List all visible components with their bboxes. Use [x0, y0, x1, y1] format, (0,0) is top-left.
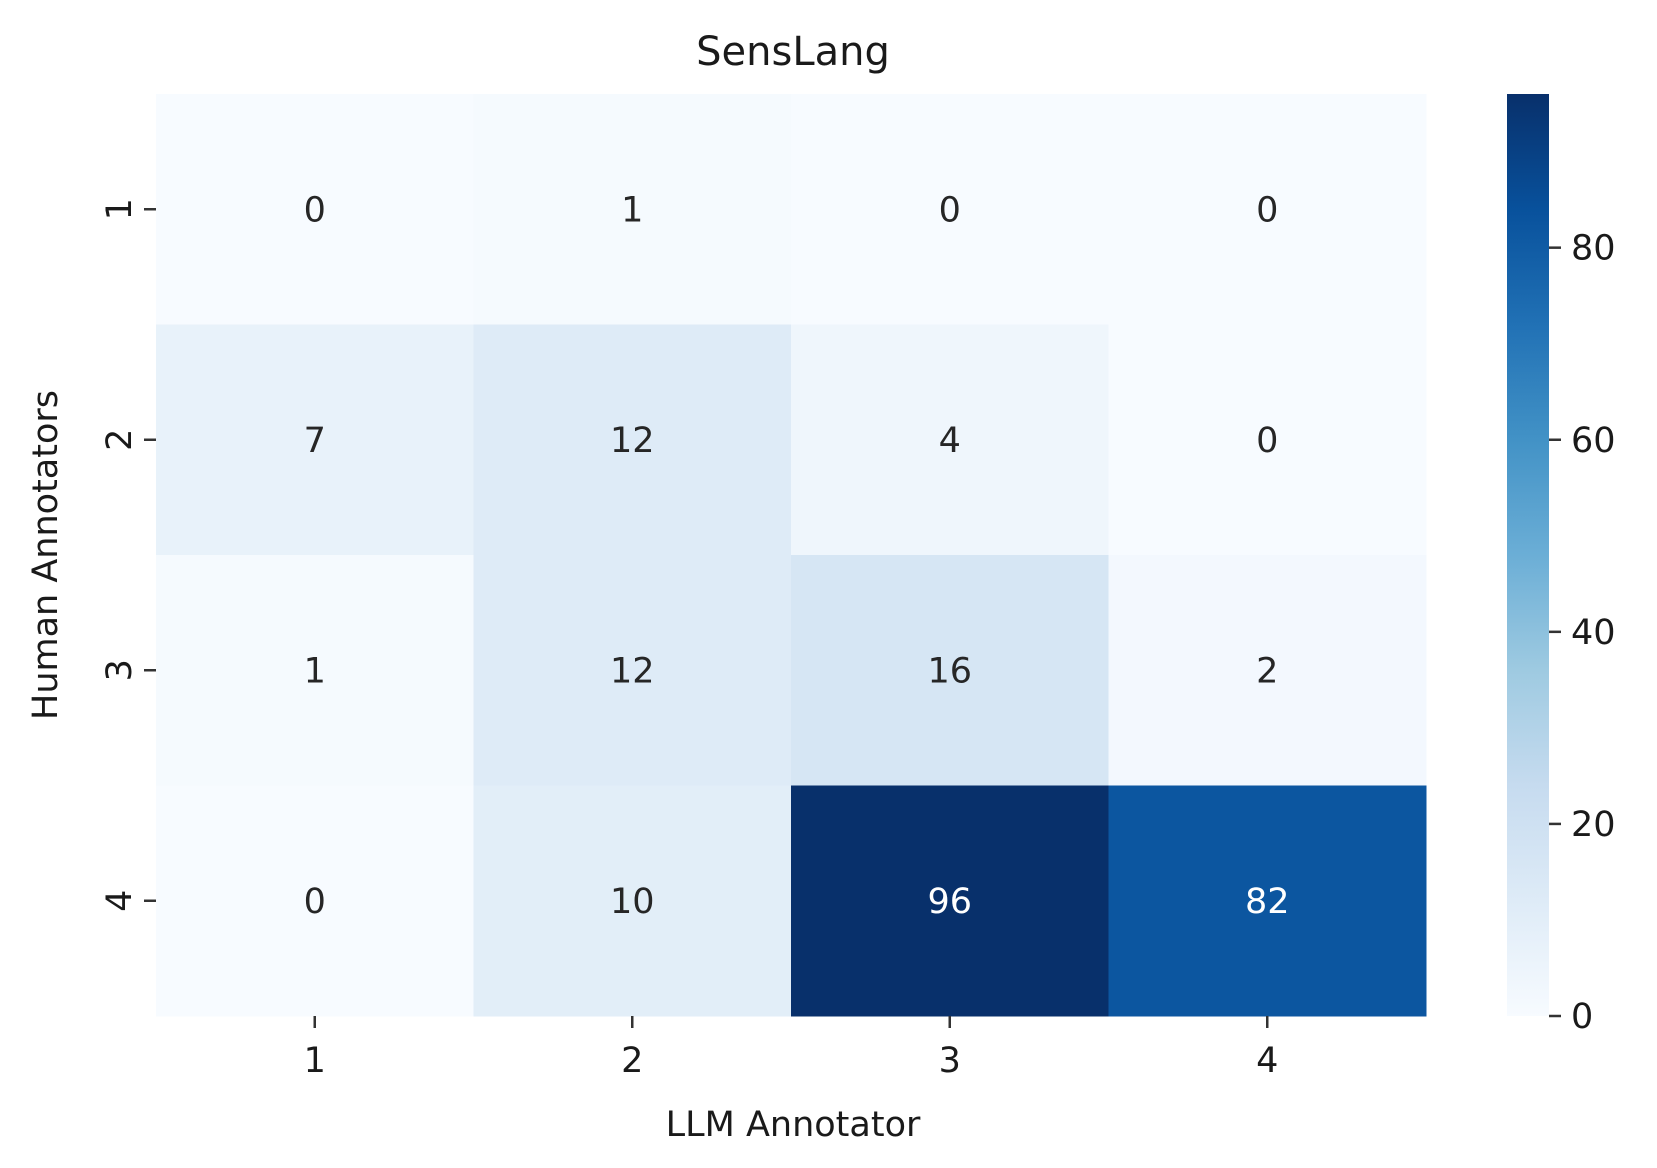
cell-label-r3-c2: 12 — [610, 651, 655, 691]
cell-label-r2-c4: 0 — [1256, 421, 1278, 461]
cell-r1-c3 — [791, 94, 1109, 325]
cell-label-r2-c2: 12 — [610, 421, 655, 461]
y-tick-label-2: 2 — [100, 429, 140, 451]
cell-label-r3-c4: 2 — [1256, 651, 1278, 691]
cell-label-r2-c1: 7 — [304, 421, 326, 461]
cell-r2-c3 — [791, 324, 1109, 556]
heatmap-cells — [156, 94, 1427, 1017]
cell-label-r1-c1: 0 — [304, 190, 326, 230]
cell-r3-c2 — [473, 555, 792, 786]
x-axis-label: LLM Annotator — [666, 1105, 921, 1145]
y-tick-label-4: 4 — [100, 890, 140, 912]
cell-r3-c3 — [791, 555, 1109, 786]
cell-label-r3-c3: 16 — [927, 651, 972, 691]
chart-title: SensLang — [696, 29, 890, 75]
colorbar-tick-label-4: 60 — [1571, 421, 1616, 461]
cell-r4-c2 — [473, 785, 792, 1017]
colorbar-tick-label-5: 80 — [1571, 229, 1616, 269]
y-axis: 1 2 3 4 — [100, 198, 156, 912]
x-tick-label-2: 2 — [621, 1041, 643, 1081]
cell-label-r3-c1: 1 — [304, 651, 326, 691]
y-tick-label-3: 3 — [100, 659, 140, 681]
cell-label-r4-c3: 96 — [927, 882, 972, 922]
cell-label-r1-c4: 0 — [1256, 190, 1278, 230]
cell-label-r4-c1: 0 — [304, 882, 326, 922]
y-axis-label: Human Annotators — [26, 390, 66, 720]
cell-label-r1-c2: 1 — [621, 190, 643, 230]
x-tick-label-4: 4 — [1256, 1041, 1278, 1081]
cell-r1-c4 — [1108, 94, 1427, 325]
cell-label-r1-c3: 0 — [939, 190, 961, 230]
cell-r4-c4 — [1108, 785, 1427, 1017]
colorbar-gradient — [1507, 94, 1549, 1016]
colorbar-ticks: 0 20 40 60 80 — [1549, 229, 1616, 1037]
cell-r3-c1 — [156, 555, 474, 786]
colorbar-tick-label-1: 0 — [1571, 997, 1593, 1037]
cell-r2-c2 — [473, 324, 792, 556]
cell-r3-c4 — [1108, 555, 1427, 786]
cell-r4-c1 — [156, 785, 474, 1017]
heatmap-cell-labels: 0 1 0 07 12 4 01 12 16 20 10 96 82 — [304, 190, 1290, 922]
x-tick-label-3: 3 — [939, 1041, 961, 1081]
cell-r2-c4 — [1108, 324, 1427, 556]
cell-r1-c1 — [156, 94, 474, 325]
colorbar-tick-label-2: 20 — [1571, 805, 1616, 845]
cell-r4-c3 — [791, 785, 1109, 1017]
cell-label-r4-c2: 10 — [610, 882, 655, 922]
cell-r1-c2 — [473, 94, 792, 325]
colorbar: 0 20 40 60 80 — [1507, 94, 1616, 1037]
cell-label-r2-c3: 4 — [939, 421, 961, 461]
x-axis: 1 2 3 4 — [304, 1016, 1278, 1081]
cell-r2-c1 — [156, 324, 474, 556]
y-tick-label-1: 1 — [100, 198, 140, 220]
colorbar-tick-label-3: 40 — [1571, 613, 1616, 653]
x-tick-label-1: 1 — [304, 1041, 326, 1081]
cell-label-r4-c4: 82 — [1245, 882, 1290, 922]
